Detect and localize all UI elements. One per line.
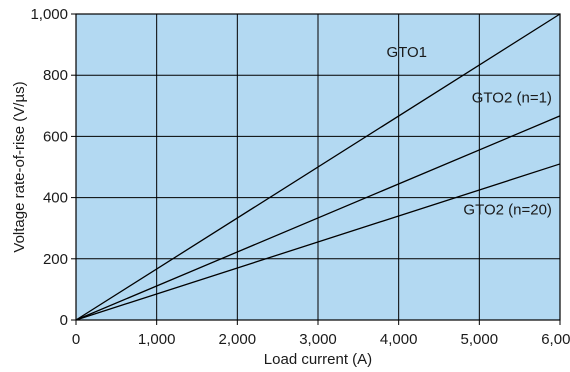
series-line (75, 13, 561, 321)
x-tick-label: 2,000 (219, 331, 257, 348)
x-tick-label: 3,000 (299, 331, 337, 348)
series-line (75, 163, 561, 321)
x-axis-title: Load current (A) (264, 351, 372, 368)
series-label: GTO1 (386, 44, 427, 61)
y-tick-label: 600 (43, 128, 68, 145)
y-tick-label: 0 (60, 312, 68, 329)
series-labels: GTO1 GTO2 (n=1) GTO2 (n=20) (386, 44, 551, 219)
y-axis-tick-labels: 0 200 400 600 800 1,000 (30, 6, 68, 329)
series-line (75, 115, 561, 321)
y-axis-title: Voltage rate-of-rise (V/µs) (11, 81, 28, 252)
series-label: GTO2 (n=1) (472, 90, 552, 107)
y-tick-label: 800 (43, 67, 68, 84)
x-tick-label: 4,000 (380, 331, 418, 348)
x-axis-tick-labels: 0 1,000 2,000 3,000 4,000 5,000 6,000 (72, 331, 570, 348)
series-label: GTO2 (n=20) (463, 201, 552, 218)
x-tick-label: 1,000 (138, 331, 176, 348)
y-tick-label: 1,000 (30, 6, 68, 23)
y-tick-label: 400 (43, 190, 68, 207)
x-tick-label: 6,000 (541, 331, 570, 348)
series-lines (75, 13, 561, 321)
y-tick-label: 200 (43, 251, 68, 268)
x-tick-label: 5,000 (461, 331, 499, 348)
x-tick-label: 0 (72, 331, 80, 348)
axis-ticks (71, 13, 561, 325)
